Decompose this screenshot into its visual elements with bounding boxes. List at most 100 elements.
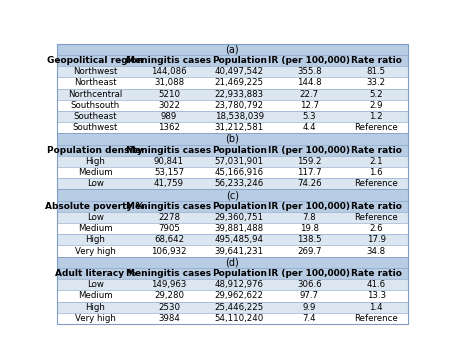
Text: 144.8: 144.8: [297, 78, 322, 87]
Text: 53,157: 53,157: [154, 168, 184, 177]
Text: 9.9: 9.9: [303, 302, 316, 312]
Text: 13.3: 13.3: [366, 292, 386, 300]
Bar: [57, 55, 408, 66]
Bar: [57, 268, 408, 279]
Text: 4.4: 4.4: [303, 123, 316, 132]
Text: 33.2: 33.2: [366, 78, 386, 87]
Text: 19.8: 19.8: [300, 224, 319, 233]
Text: 29,962,622: 29,962,622: [215, 292, 264, 300]
Text: 2.1: 2.1: [369, 157, 383, 166]
Text: 17.9: 17.9: [366, 236, 386, 244]
Text: 1362: 1362: [158, 123, 180, 132]
Text: Rate ratio: Rate ratio: [351, 56, 401, 65]
Text: Southeast: Southeast: [73, 112, 117, 121]
Text: 81.5: 81.5: [366, 67, 386, 76]
Text: 31,088: 31,088: [154, 78, 184, 87]
Bar: [57, 77, 408, 88]
Text: Northwest: Northwest: [73, 67, 117, 76]
Text: 41.6: 41.6: [366, 280, 386, 289]
Text: Rate ratio: Rate ratio: [351, 146, 401, 155]
Text: Population: Population: [212, 269, 267, 278]
Bar: [57, 66, 408, 77]
Bar: [57, 167, 408, 178]
Text: 45,166,916: 45,166,916: [215, 168, 264, 177]
Text: 39,641,231: 39,641,231: [215, 246, 264, 256]
Text: (d): (d): [225, 257, 239, 267]
Text: Rate ratio: Rate ratio: [351, 269, 401, 278]
Text: 54,110,240: 54,110,240: [215, 314, 264, 323]
Text: 149,963: 149,963: [151, 280, 187, 289]
Text: Reference: Reference: [354, 314, 398, 323]
Text: 2.9: 2.9: [369, 101, 383, 110]
Text: Population: Population: [212, 56, 267, 65]
Bar: [57, 212, 408, 223]
Bar: [57, 178, 408, 189]
Text: IR (per 100,000): IR (per 100,000): [268, 56, 351, 65]
Text: Population: Population: [212, 146, 267, 155]
Text: 22.7: 22.7: [300, 90, 319, 99]
Text: 39,881,488: 39,881,488: [215, 224, 264, 233]
Bar: [57, 279, 408, 290]
Text: 40,497,542: 40,497,542: [215, 67, 264, 76]
Text: Reference: Reference: [354, 123, 398, 132]
Text: 34.8: 34.8: [366, 246, 386, 256]
Text: Medium: Medium: [78, 292, 112, 300]
Text: Southsouth: Southsouth: [71, 101, 120, 110]
Text: 7.4: 7.4: [303, 314, 316, 323]
Bar: [57, 122, 408, 133]
Bar: [57, 223, 408, 234]
Text: Population: Population: [212, 202, 267, 211]
Text: 23,780,792: 23,780,792: [215, 101, 264, 110]
Text: 1.4: 1.4: [369, 302, 383, 312]
Text: 106,932: 106,932: [151, 246, 187, 256]
Text: 90,841: 90,841: [154, 157, 184, 166]
Text: High: High: [85, 157, 105, 166]
Text: 2.6: 2.6: [369, 224, 383, 233]
Bar: [57, 100, 408, 111]
Bar: [57, 313, 408, 324]
Text: Adult literacy %: Adult literacy %: [55, 269, 136, 278]
Text: Meningitis cases: Meningitis cases: [126, 202, 212, 211]
Text: 3984: 3984: [158, 314, 180, 323]
Text: 41,759: 41,759: [154, 179, 184, 188]
Text: 21,469,225: 21,469,225: [215, 78, 264, 87]
Text: 306.6: 306.6: [297, 280, 322, 289]
Text: (b): (b): [225, 134, 239, 144]
Text: Meningitis cases: Meningitis cases: [126, 56, 212, 65]
Text: 5.3: 5.3: [303, 112, 316, 121]
Text: (a): (a): [225, 44, 239, 54]
Text: 25,446,225: 25,446,225: [215, 302, 264, 312]
Text: Medium: Medium: [78, 224, 112, 233]
Text: 7.8: 7.8: [303, 213, 316, 222]
Text: Meningitis cases: Meningitis cases: [126, 146, 212, 155]
Bar: [57, 156, 408, 167]
Text: 5.2: 5.2: [369, 90, 383, 99]
Text: 29,360,751: 29,360,751: [215, 213, 264, 222]
Text: High: High: [85, 302, 105, 312]
Text: 74.26: 74.26: [297, 179, 322, 188]
Text: 2278: 2278: [158, 213, 180, 222]
Text: 495,485,94: 495,485,94: [215, 236, 264, 244]
Text: IR (per 100,000): IR (per 100,000): [268, 146, 351, 155]
Text: 18,538,039: 18,538,039: [215, 112, 264, 121]
Text: 138.5: 138.5: [297, 236, 322, 244]
Text: Medium: Medium: [78, 168, 112, 177]
Text: 355.8: 355.8: [297, 67, 322, 76]
Text: Southwest: Southwest: [72, 123, 118, 132]
Text: 29,280: 29,280: [154, 292, 184, 300]
Text: IR (per 100,000): IR (per 100,000): [268, 202, 351, 211]
Text: 3022: 3022: [158, 101, 180, 110]
Text: Rate ratio: Rate ratio: [351, 202, 401, 211]
Bar: [57, 234, 408, 245]
Bar: [57, 145, 408, 156]
Text: 2530: 2530: [158, 302, 180, 312]
Text: 56,233,246: 56,233,246: [215, 179, 264, 188]
Text: 31,212,581: 31,212,581: [215, 123, 264, 132]
Bar: [57, 245, 408, 257]
Text: IR (per 100,000): IR (per 100,000): [268, 269, 351, 278]
Text: Geopolitical region: Geopolitical region: [47, 56, 144, 65]
Bar: [57, 301, 408, 313]
Text: Reference: Reference: [354, 179, 398, 188]
Text: 48,912,976: 48,912,976: [215, 280, 264, 289]
Text: Very high: Very high: [75, 246, 116, 256]
